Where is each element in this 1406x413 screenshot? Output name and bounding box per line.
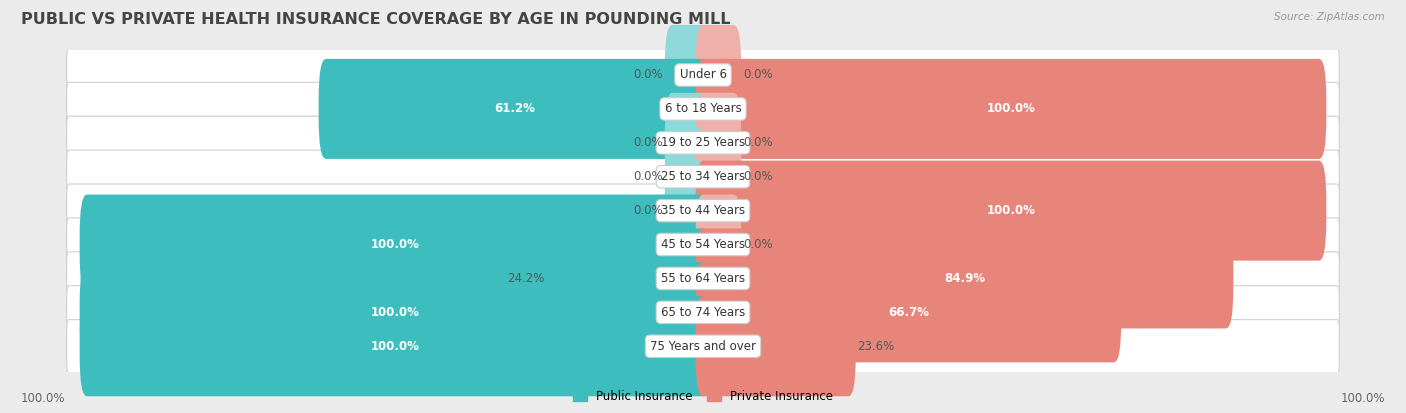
FancyBboxPatch shape: [696, 59, 1326, 159]
Text: Under 6: Under 6: [679, 69, 727, 81]
Text: 100.0%: 100.0%: [371, 306, 419, 319]
Text: 61.2%: 61.2%: [494, 102, 534, 115]
Text: 100.0%: 100.0%: [21, 392, 66, 405]
Text: 35 to 44 Years: 35 to 44 Years: [661, 204, 745, 217]
Text: 0.0%: 0.0%: [742, 69, 773, 81]
Text: 66.7%: 66.7%: [889, 306, 929, 319]
Text: 65 to 74 Years: 65 to 74 Years: [661, 306, 745, 319]
FancyBboxPatch shape: [696, 195, 741, 294]
FancyBboxPatch shape: [66, 252, 1340, 305]
Text: 0.0%: 0.0%: [742, 170, 773, 183]
Text: 0.0%: 0.0%: [633, 69, 664, 81]
FancyBboxPatch shape: [66, 48, 1340, 102]
Text: 100.0%: 100.0%: [371, 340, 419, 353]
FancyBboxPatch shape: [696, 262, 1121, 362]
Text: 55 to 64 Years: 55 to 64 Years: [661, 272, 745, 285]
FancyBboxPatch shape: [665, 93, 710, 193]
FancyBboxPatch shape: [66, 320, 1340, 373]
FancyBboxPatch shape: [66, 218, 1340, 271]
Text: Source: ZipAtlas.com: Source: ZipAtlas.com: [1274, 12, 1385, 22]
FancyBboxPatch shape: [66, 116, 1340, 169]
Text: 25 to 34 Years: 25 to 34 Years: [661, 170, 745, 183]
Text: 100.0%: 100.0%: [987, 204, 1035, 217]
Text: 0.0%: 0.0%: [633, 136, 664, 150]
FancyBboxPatch shape: [696, 296, 856, 396]
FancyBboxPatch shape: [66, 184, 1340, 237]
Text: 0.0%: 0.0%: [633, 170, 664, 183]
FancyBboxPatch shape: [80, 296, 710, 396]
Text: 0.0%: 0.0%: [742, 136, 773, 150]
FancyBboxPatch shape: [547, 228, 710, 328]
FancyBboxPatch shape: [665, 161, 710, 261]
FancyBboxPatch shape: [696, 161, 1326, 261]
FancyBboxPatch shape: [66, 150, 1340, 203]
Text: 100.0%: 100.0%: [987, 102, 1035, 115]
Text: 23.6%: 23.6%: [858, 340, 894, 353]
Text: 19 to 25 Years: 19 to 25 Years: [661, 136, 745, 150]
FancyBboxPatch shape: [66, 286, 1340, 339]
FancyBboxPatch shape: [66, 82, 1340, 135]
Text: 45 to 54 Years: 45 to 54 Years: [661, 238, 745, 251]
Text: 6 to 18 Years: 6 to 18 Years: [665, 102, 741, 115]
Text: 84.9%: 84.9%: [943, 272, 986, 285]
Text: 0.0%: 0.0%: [742, 238, 773, 251]
Text: 24.2%: 24.2%: [508, 272, 544, 285]
FancyBboxPatch shape: [319, 59, 710, 159]
FancyBboxPatch shape: [665, 127, 710, 227]
FancyBboxPatch shape: [665, 25, 710, 125]
FancyBboxPatch shape: [696, 93, 741, 193]
Text: 100.0%: 100.0%: [1340, 392, 1385, 405]
Legend: Public Insurance, Private Insurance: Public Insurance, Private Insurance: [572, 390, 834, 403]
Text: 0.0%: 0.0%: [633, 204, 664, 217]
FancyBboxPatch shape: [696, 228, 1233, 328]
Text: 100.0%: 100.0%: [371, 238, 419, 251]
FancyBboxPatch shape: [80, 262, 710, 362]
Text: PUBLIC VS PRIVATE HEALTH INSURANCE COVERAGE BY AGE IN POUNDING MILL: PUBLIC VS PRIVATE HEALTH INSURANCE COVER…: [21, 12, 731, 27]
Text: 75 Years and over: 75 Years and over: [650, 340, 756, 353]
FancyBboxPatch shape: [696, 127, 741, 227]
FancyBboxPatch shape: [80, 195, 710, 294]
FancyBboxPatch shape: [696, 25, 741, 125]
